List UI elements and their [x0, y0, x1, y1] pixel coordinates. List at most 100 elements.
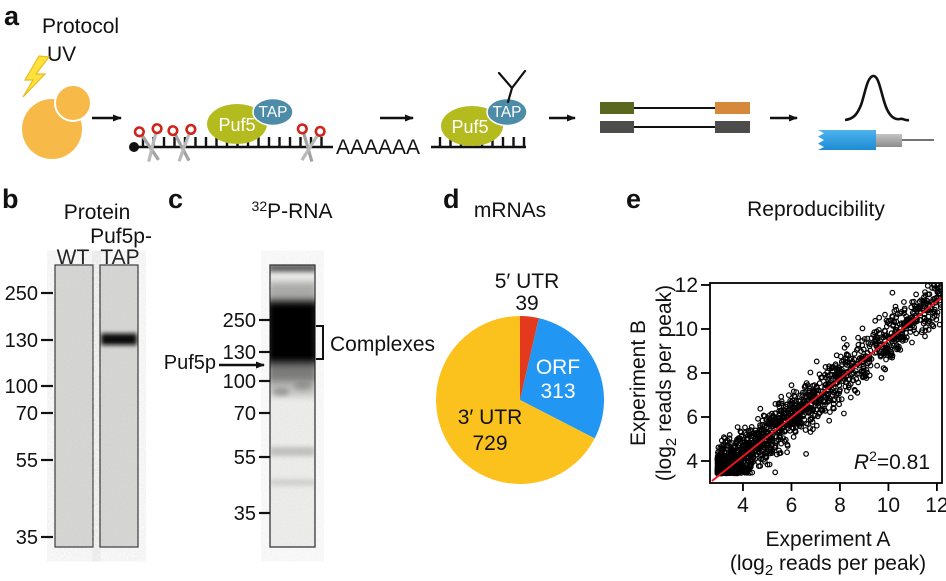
- gel-lane-wt-texture: [55, 265, 93, 547]
- lane-label-tap: TAP: [100, 246, 139, 269]
- data-point: [821, 392, 828, 399]
- data-point: [876, 330, 883, 337]
- panel-b-markers: 250 130 100 70 55 35: [5, 283, 53, 549]
- data-point: [742, 424, 748, 431]
- data-point: [822, 407, 829, 414]
- data-point: [772, 442, 779, 449]
- data-point: [784, 449, 790, 456]
- data-point: [922, 333, 928, 340]
- complexes-bracket: [316, 325, 324, 360]
- data-point: [734, 454, 741, 461]
- mw-marker: 55: [16, 450, 38, 472]
- data-point: [859, 338, 866, 344]
- y-tick-label: 8: [686, 362, 698, 385]
- data-point: [755, 415, 761, 422]
- pie-label-5utr: 5′ UTR: [495, 270, 560, 293]
- data-point: [919, 327, 926, 334]
- puf5p-tap-band: [101, 333, 137, 345]
- data-point: [896, 321, 903, 328]
- data-point: [841, 344, 848, 351]
- title-superscript: 32: [252, 198, 268, 214]
- panel-letter-c: c: [168, 184, 183, 214]
- regression-line: [711, 297, 942, 482]
- data-point: [909, 309, 916, 316]
- data-point: [921, 314, 928, 321]
- data-point: [881, 327, 888, 334]
- data-point: [840, 335, 847, 342]
- data-point: [843, 352, 850, 359]
- data-point: [760, 456, 767, 463]
- data-point: [929, 309, 936, 316]
- data-point: [793, 389, 800, 396]
- data-point: [778, 440, 785, 447]
- data-point: [882, 366, 888, 373]
- data-point: [785, 407, 792, 414]
- data-point: [888, 330, 895, 337]
- complexes-smear: [270, 301, 315, 364]
- data-point: [858, 348, 864, 355]
- panel-c-title: 32P-RNA: [252, 198, 333, 223]
- panel-c-markers: 250 130 100 70 55 35: [223, 310, 270, 525]
- axis-ticks: 4 6 8 10 12 4 6 8 10 12: [675, 274, 946, 517]
- lightning-bolt-icon: [22, 55, 51, 98]
- data-point: [889, 354, 896, 361]
- mw-marker: 70: [16, 403, 38, 425]
- data-point: [854, 361, 861, 368]
- data-point: [714, 459, 721, 466]
- data-point: [810, 426, 816, 433]
- panel-letter-e: e: [626, 184, 641, 214]
- sequencing-read-icon: [818, 130, 934, 150]
- data-point: [803, 380, 810, 386]
- size-marker: 55: [234, 447, 256, 469]
- adapter-box-gray: [715, 121, 750, 133]
- panel-d-title: mRNAs: [474, 199, 546, 222]
- data-point: [741, 452, 747, 458]
- data-point: [878, 375, 885, 381]
- pie-slice-0: [520, 316, 539, 400]
- data-point: [789, 397, 796, 404]
- data-point: [822, 371, 828, 378]
- data-point: [856, 370, 862, 377]
- panel-d: d mRNAs 5′ UTR 39 ORF 313 3′ UTR 729: [435, 184, 604, 484]
- data-point: [873, 334, 879, 341]
- data-point: [810, 407, 816, 414]
- x-axis-title: Experiment A: [766, 528, 891, 551]
- tap-tag-blob: [486, 97, 528, 127]
- data-point: [807, 425, 813, 432]
- data-point: [864, 335, 871, 342]
- mrna-region-pie: [435, 316, 604, 484]
- r-squared-label: R2=0.81: [854, 448, 930, 474]
- data-point: [934, 283, 941, 288]
- data-point: [790, 388, 797, 395]
- data-point: [897, 310, 904, 317]
- data-point: [805, 404, 812, 411]
- data-point: [916, 298, 923, 305]
- data-point: [924, 283, 931, 289]
- data-point: [885, 318, 892, 324]
- data-point: [862, 372, 869, 378]
- puf5-label: Puf5: [218, 115, 255, 135]
- data-point: [814, 385, 820, 391]
- data-point: [741, 458, 748, 465]
- data-point: [766, 461, 773, 468]
- data-point: [796, 419, 802, 425]
- data-point: [925, 326, 932, 333]
- data-point: [849, 360, 855, 367]
- data-point: [769, 429, 776, 436]
- title-main: P-RNA: [267, 200, 332, 223]
- data-point: [833, 352, 840, 359]
- data-point: [716, 467, 723, 474]
- data-point: [734, 470, 741, 477]
- tap-tag-blob: [252, 97, 294, 127]
- data-point: [800, 413, 806, 420]
- panel-letter-a: a: [4, 1, 20, 31]
- data-point: [937, 304, 942, 311]
- data-point: [901, 299, 907, 305]
- data-point: [778, 398, 785, 405]
- read-peak-curve: [844, 74, 910, 122]
- data-point: [748, 424, 755, 430]
- data-point: [909, 299, 915, 305]
- data-point: [746, 465, 753, 471]
